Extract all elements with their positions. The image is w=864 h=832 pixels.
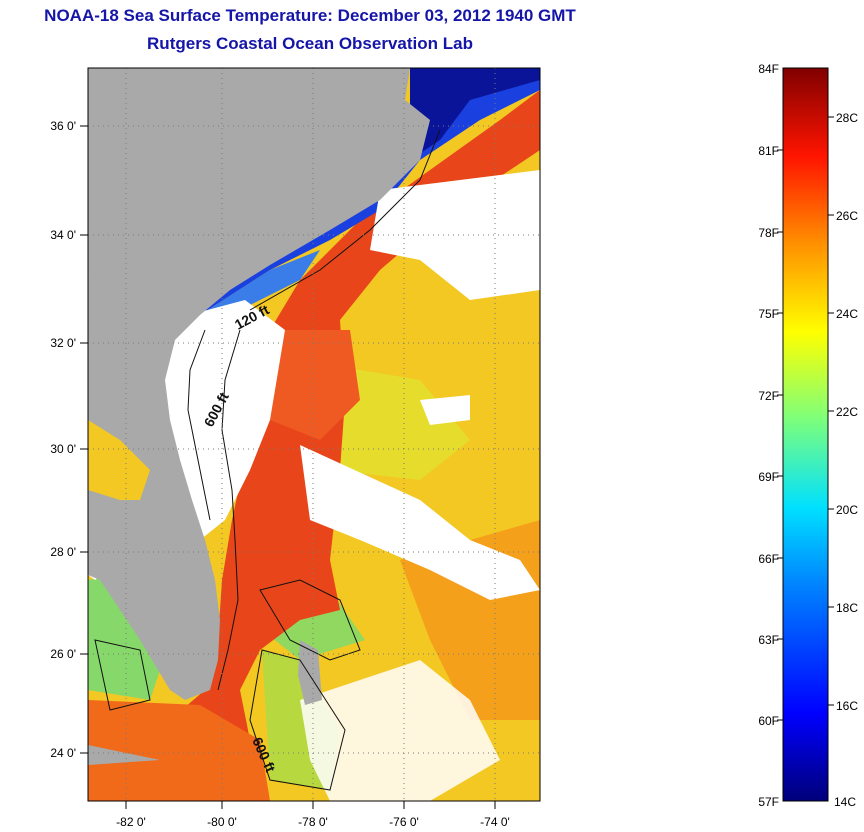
colorbar-f-label: 72F <box>758 389 779 403</box>
lat-label: 24 0' <box>50 746 76 760</box>
lat-label: 30 0' <box>50 442 76 456</box>
colorbar-f-label: 63F <box>758 633 779 647</box>
colorbar-f-label: 75F <box>758 307 779 321</box>
contour-shelf-edge <box>187 329 211 521</box>
shelf-blue-light <box>200 250 320 315</box>
colorbar-c-label: 26C <box>836 209 858 223</box>
colorbar-f-label: 66F <box>758 552 779 566</box>
colorbar-f-label: 78F <box>758 226 779 240</box>
lat-label: 26 0' <box>50 647 76 661</box>
graticule <box>88 68 540 801</box>
colorbar-f-label: 69F <box>758 470 779 484</box>
land-keys <box>88 745 160 765</box>
florida-straits-warm <box>88 700 270 801</box>
map-frame <box>87 67 541 802</box>
lon-label: -78 0' <box>298 815 328 829</box>
gulf-stream-eddy <box>265 330 360 440</box>
contour-little-bahama-bank <box>259 579 361 661</box>
lon-label: -76 0' <box>389 815 419 829</box>
lon-label: -80 0' <box>207 815 237 829</box>
colorbar-f-label: 81F <box>758 144 779 158</box>
lon-label: -82 0' <box>116 815 146 829</box>
land-inland <box>88 200 200 280</box>
contour-gulf-shelf <box>94 639 151 711</box>
colorbar-f-label: 57F <box>758 795 779 809</box>
colorbar-c-label: 28C <box>836 111 858 125</box>
colorbar-ticks <box>777 116 834 721</box>
colorbar <box>782 67 829 802</box>
contour-great-bahama-bank <box>249 649 346 791</box>
lat-label: 36 0' <box>50 119 76 133</box>
cloud-small <box>420 395 470 425</box>
contour-600ft <box>217 329 241 691</box>
colorbar-c-label: 24C <box>836 307 858 321</box>
cloud-bahamas <box>300 660 500 801</box>
gulf-stream-core <box>88 90 540 801</box>
lat-label: 28 0' <box>50 545 76 559</box>
lat-label: 32 0' <box>50 336 76 350</box>
land-andros <box>298 640 322 705</box>
map-panel <box>88 68 540 801</box>
colorbar-c-label: 14C <box>834 795 856 809</box>
cloud-central <box>300 445 540 600</box>
axis-ticks <box>80 125 496 809</box>
colorbar-c-label: 20C <box>836 503 858 517</box>
colorbar-c-label: 18C <box>836 601 858 615</box>
colorbar-c-label: 22C <box>836 405 858 419</box>
cold-shelf-deep <box>410 68 540 160</box>
lat-label: 34 0' <box>50 228 76 242</box>
colorbar-c-label: 16C <box>836 699 858 713</box>
colorbar-f-label: 60F <box>758 714 779 728</box>
map-title: NOAA-18 Sea Surface Temperature: Decembe… <box>44 6 576 25</box>
colorbar-f-label: 84F <box>758 62 779 76</box>
lon-label: -74 0' <box>480 815 510 829</box>
cloud-north <box>370 170 540 300</box>
contour-120ft <box>249 129 441 311</box>
map-subtitle: Rutgers Coastal Ocean Observation Lab <box>147 34 473 53</box>
